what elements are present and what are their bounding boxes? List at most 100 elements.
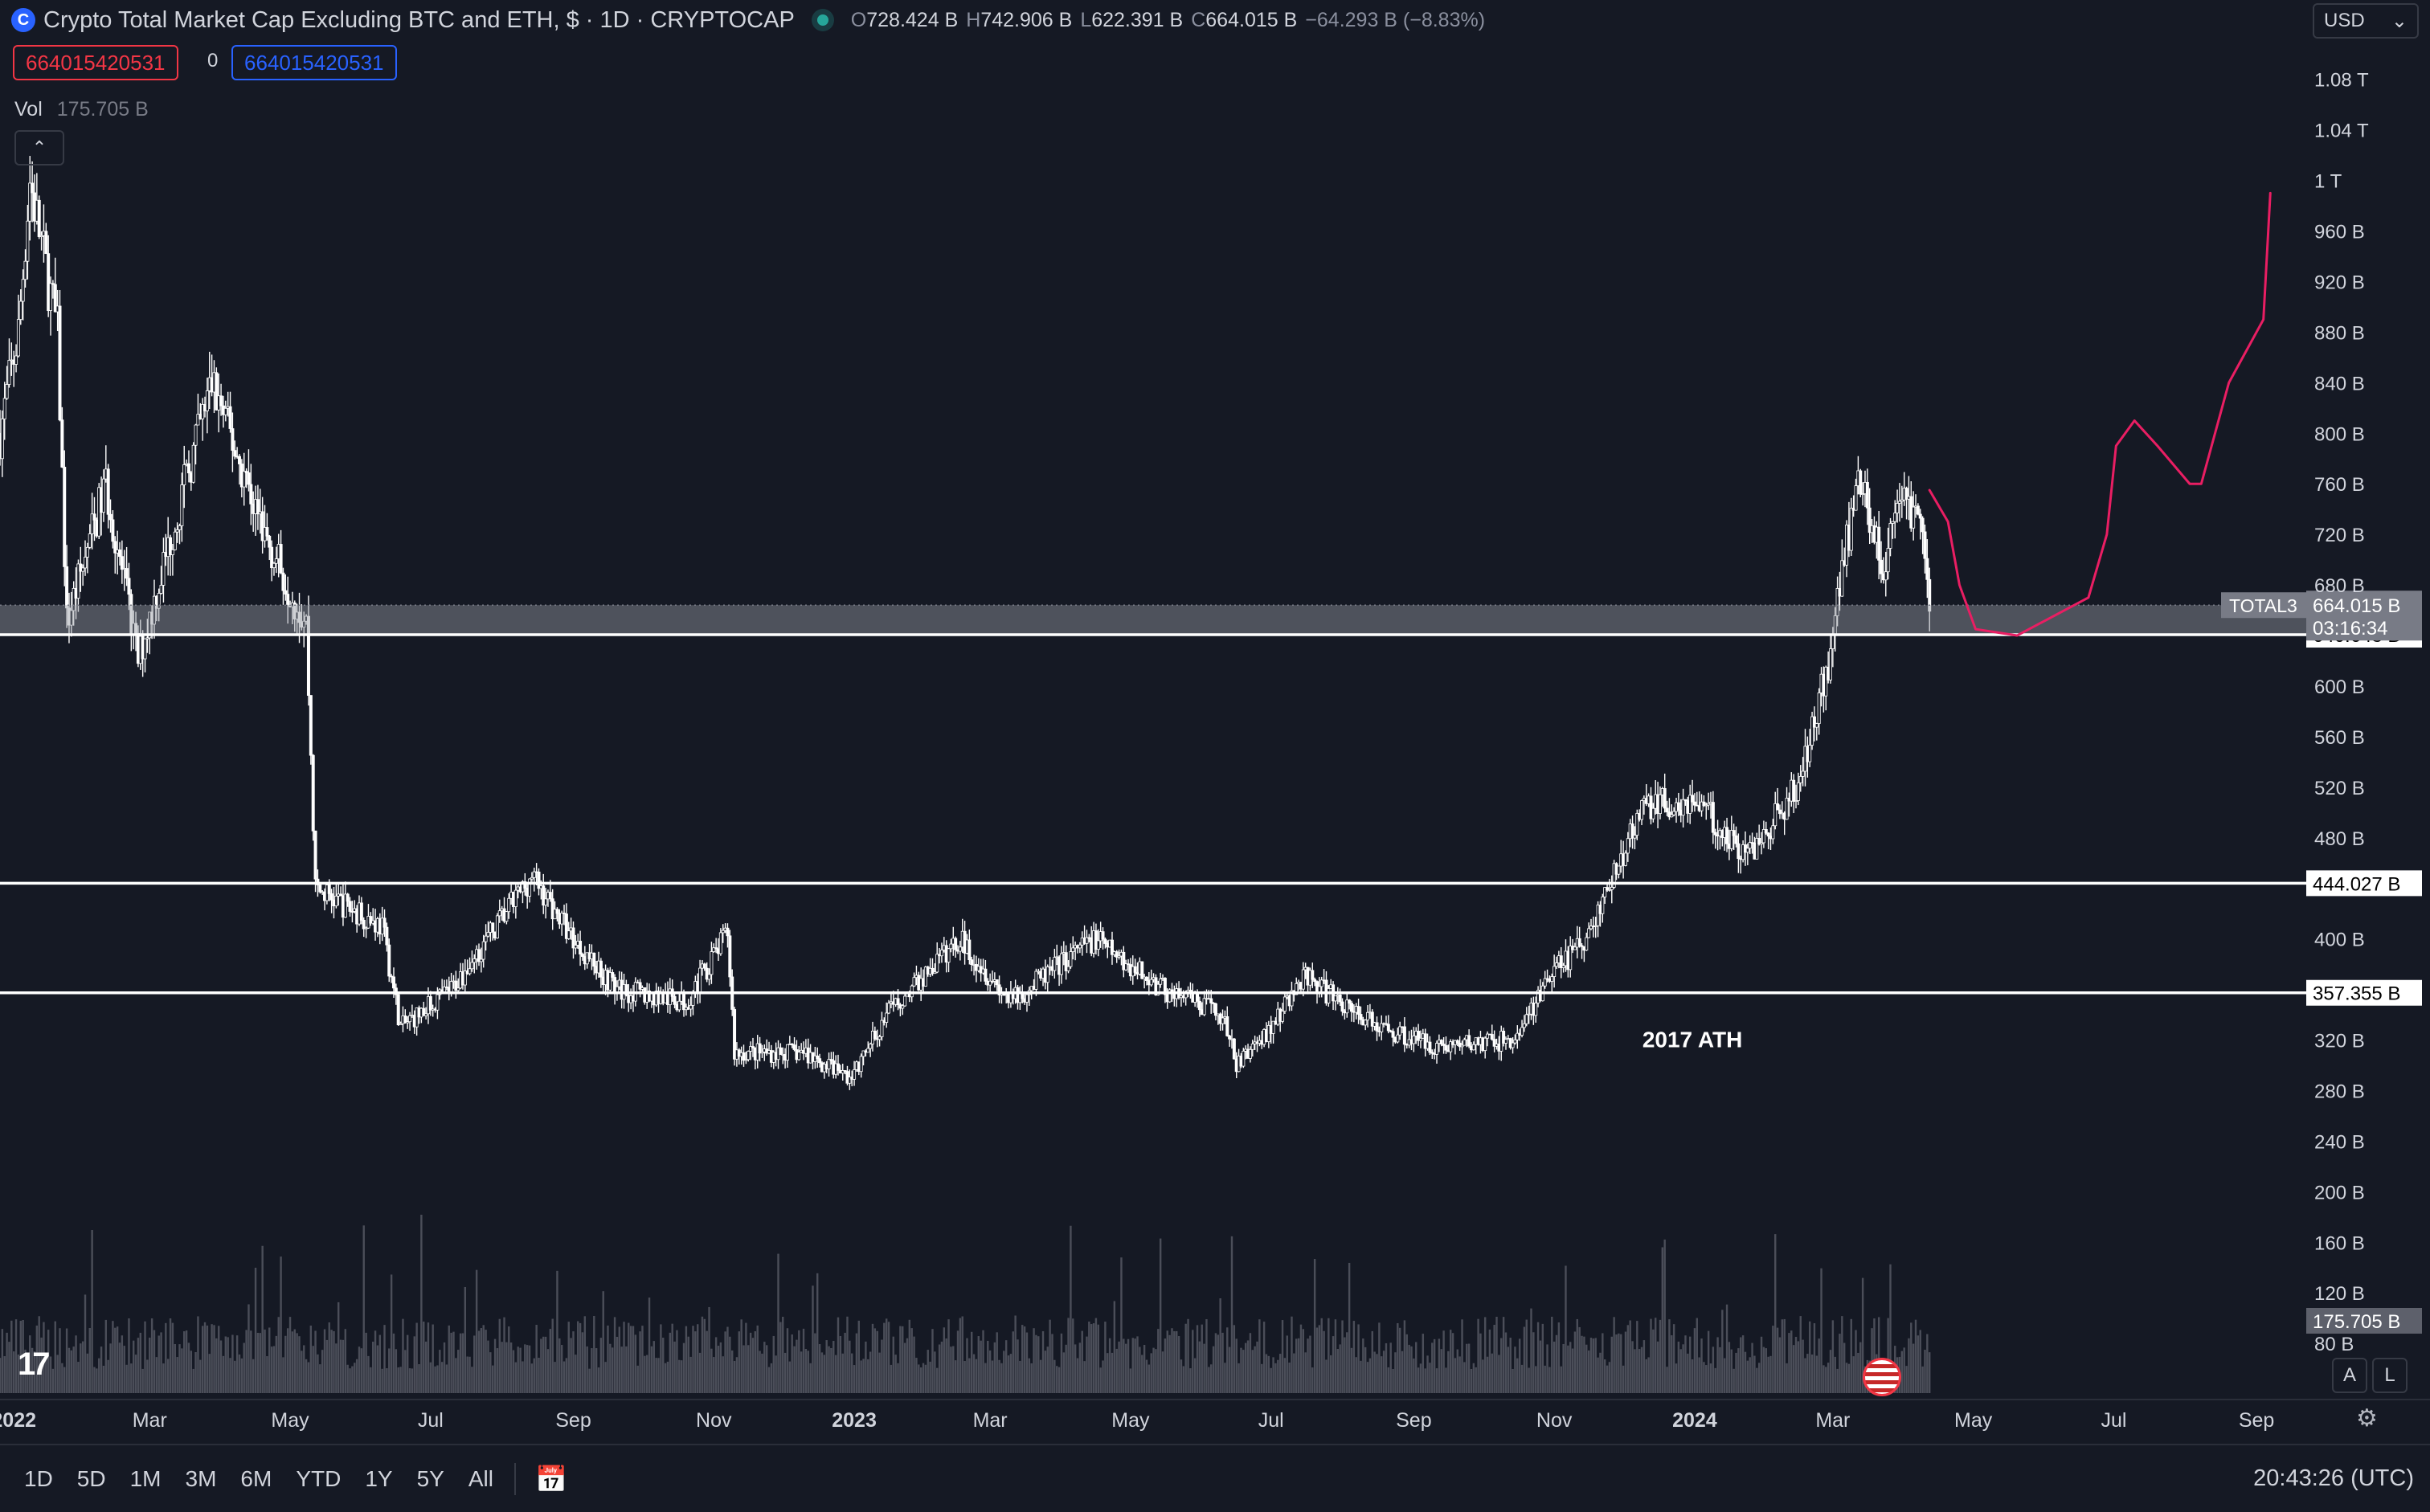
range-1m[interactable]: 1M	[129, 1465, 162, 1491]
symbol-title[interactable]: Crypto Total Market Cap Excluding BTC an…	[43, 6, 795, 33]
candle-body	[523, 881, 527, 889]
x-axis-tick-label: Jul	[1258, 1409, 1284, 1432]
range-3m[interactable]: 3M	[185, 1465, 217, 1491]
candle-body	[1522, 1023, 1526, 1028]
volume-bar	[1454, 1358, 1457, 1393]
candle-body	[454, 980, 458, 991]
volume-bar	[86, 1353, 89, 1393]
volume-bar	[427, 1322, 430, 1393]
volume-bar	[698, 1352, 702, 1393]
range-all[interactable]: All	[468, 1465, 493, 1491]
currency-select[interactable]: USD ⌄	[2313, 3, 2419, 39]
volume-bar	[1115, 1348, 1118, 1393]
us-flag-icon[interactable]	[1863, 1358, 1901, 1396]
volume-bar	[1387, 1367, 1390, 1393]
volume-bar	[1477, 1318, 1479, 1393]
volume-bar	[820, 1352, 824, 1393]
volume-bar	[1794, 1337, 1798, 1393]
volume-bar	[1493, 1324, 1495, 1393]
range-5y[interactable]: 5Y	[416, 1465, 444, 1491]
volume-bar	[846, 1316, 849, 1393]
y-axis-tick-label: 920 B	[2314, 272, 2365, 293]
y-axis-tick-label: 1 T	[2314, 171, 2342, 193]
volume-bar	[1592, 1338, 1595, 1393]
buy-button[interactable]: 664015420531	[231, 45, 397, 80]
sell-button[interactable]: 664015420531	[13, 45, 178, 80]
collapse-legend-button[interactable]: ⌃	[14, 130, 64, 166]
volume-bar	[402, 1318, 404, 1393]
candle-body	[532, 871, 536, 878]
volume-bar	[1698, 1357, 1700, 1393]
volume-bar	[1099, 1367, 1102, 1393]
volume-bars	[0, 1214, 1931, 1393]
candle-body	[1483, 1037, 1487, 1052]
volume-bar	[1799, 1316, 1802, 1393]
candle-body	[1455, 1040, 1459, 1044]
volume-bar	[1334, 1319, 1337, 1393]
candle-body	[58, 305, 62, 421]
candle-body	[1766, 832, 1770, 837]
candle-body	[910, 985, 914, 998]
log-scale-button[interactable]: L	[2372, 1358, 2408, 1393]
candle-body	[47, 253, 51, 311]
candle-body	[238, 456, 242, 464]
volume-bar	[1921, 1366, 1924, 1393]
volume-bar	[540, 1338, 542, 1393]
range-5d[interactable]: 5D	[76, 1465, 106, 1491]
volume-bar	[1403, 1320, 1406, 1393]
volume-bar	[485, 1330, 487, 1393]
settings-icon[interactable]: ⚙	[2356, 1405, 2378, 1432]
volume-bar	[1774, 1234, 1777, 1393]
candle-body	[1672, 811, 1676, 815]
range-1y[interactable]: 1Y	[365, 1465, 393, 1491]
volume-bar	[1691, 1359, 1694, 1393]
volume-bar	[1051, 1334, 1053, 1393]
volume-bar	[1435, 1368, 1438, 1393]
volume-bar	[991, 1360, 994, 1393]
volume-bar	[1488, 1329, 1491, 1393]
drawings-overlay: 2017 ATH	[0, 191, 2309, 1052]
candle-body	[1607, 889, 1611, 891]
candle-body	[256, 499, 260, 515]
volume-bar	[1139, 1346, 1141, 1393]
candle-body	[186, 463, 190, 474]
tradingview-logo-icon[interactable]: 17	[18, 1346, 50, 1382]
candle-body	[1569, 946, 1573, 971]
volume-bar	[411, 1368, 414, 1393]
candle-body	[182, 464, 186, 485]
range-6m[interactable]: 6M	[240, 1465, 272, 1491]
candle-body	[997, 984, 1001, 995]
volume-bar	[1392, 1368, 1394, 1393]
candle-body	[1078, 944, 1082, 949]
utc-clock[interactable]: 20:43:26 (UTC)	[2253, 1465, 2414, 1491]
volume-bar	[1070, 1225, 1072, 1393]
calendar-range-icon[interactable]: 📅	[534, 1464, 567, 1494]
candle-body	[1623, 852, 1627, 866]
volume-legend[interactable]: Vol 175.705 B	[14, 98, 149, 121]
range-ytd[interactable]: YTD	[296, 1465, 342, 1491]
candle-body	[1133, 966, 1137, 973]
volume-bar	[1714, 1367, 1716, 1393]
candle-body	[848, 1077, 852, 1084]
candle-body	[1149, 979, 1153, 986]
range-1d[interactable]: 1D	[24, 1465, 53, 1491]
candle-body	[1658, 794, 1662, 814]
auto-scale-button[interactable]: A	[2332, 1358, 2367, 1393]
candle-body	[571, 927, 575, 949]
volume-bar	[1030, 1363, 1033, 1393]
volume-bar	[1900, 1351, 1904, 1393]
volume-bar	[616, 1336, 619, 1393]
volume-bar	[899, 1326, 902, 1393]
volume-bar	[477, 1330, 481, 1393]
volume-bar	[1251, 1350, 1254, 1393]
volume-bar	[365, 1332, 367, 1393]
volume-bar	[908, 1319, 911, 1393]
candle-body	[1893, 513, 1897, 522]
volume-bar	[639, 1331, 641, 1393]
volume-bar	[1283, 1358, 1287, 1393]
candle-body	[1110, 939, 1114, 955]
volume-bar	[1825, 1367, 1827, 1393]
candle-body	[1577, 938, 1581, 946]
candle-body	[470, 962, 474, 970]
